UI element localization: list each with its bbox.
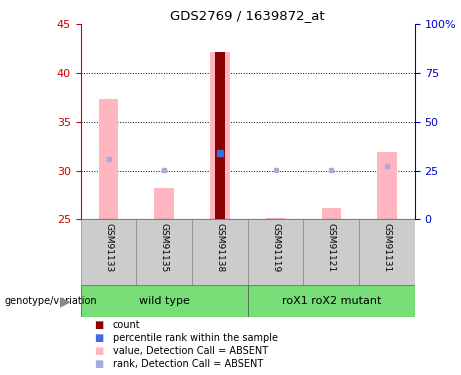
Text: wild type: wild type xyxy=(139,296,189,306)
Bar xyxy=(248,219,303,285)
Bar xyxy=(359,219,415,285)
Bar xyxy=(215,52,225,219)
Text: GSM91135: GSM91135 xyxy=(160,223,169,272)
Bar xyxy=(248,285,415,317)
Text: ■: ■ xyxy=(95,346,104,356)
Text: count: count xyxy=(113,320,141,330)
Bar xyxy=(154,188,174,219)
Text: GSM91131: GSM91131 xyxy=(383,223,391,272)
Bar xyxy=(377,152,397,219)
Text: genotype/variation: genotype/variation xyxy=(5,296,97,306)
Bar xyxy=(99,99,118,219)
Text: value, Detection Call = ABSENT: value, Detection Call = ABSENT xyxy=(113,346,268,356)
Text: roX1 roX2 mutant: roX1 roX2 mutant xyxy=(282,296,381,306)
Bar xyxy=(266,218,285,219)
Text: GSM91121: GSM91121 xyxy=(327,223,336,272)
Bar xyxy=(81,285,248,317)
Text: ■: ■ xyxy=(95,359,104,369)
Bar xyxy=(81,219,136,285)
Bar xyxy=(303,219,359,285)
Text: percentile rank within the sample: percentile rank within the sample xyxy=(113,333,278,343)
Text: GSM91138: GSM91138 xyxy=(215,223,225,272)
Text: ▶: ▶ xyxy=(60,294,71,308)
Text: GSM91119: GSM91119 xyxy=(271,223,280,272)
Text: rank, Detection Call = ABSENT: rank, Detection Call = ABSENT xyxy=(113,359,263,369)
Bar xyxy=(210,52,230,219)
Text: ■: ■ xyxy=(95,333,104,343)
Text: ■: ■ xyxy=(95,320,104,330)
Title: GDS2769 / 1639872_at: GDS2769 / 1639872_at xyxy=(171,9,325,22)
Bar xyxy=(136,219,192,285)
Text: GSM91133: GSM91133 xyxy=(104,223,113,272)
Bar xyxy=(192,219,248,285)
Bar xyxy=(322,208,341,219)
